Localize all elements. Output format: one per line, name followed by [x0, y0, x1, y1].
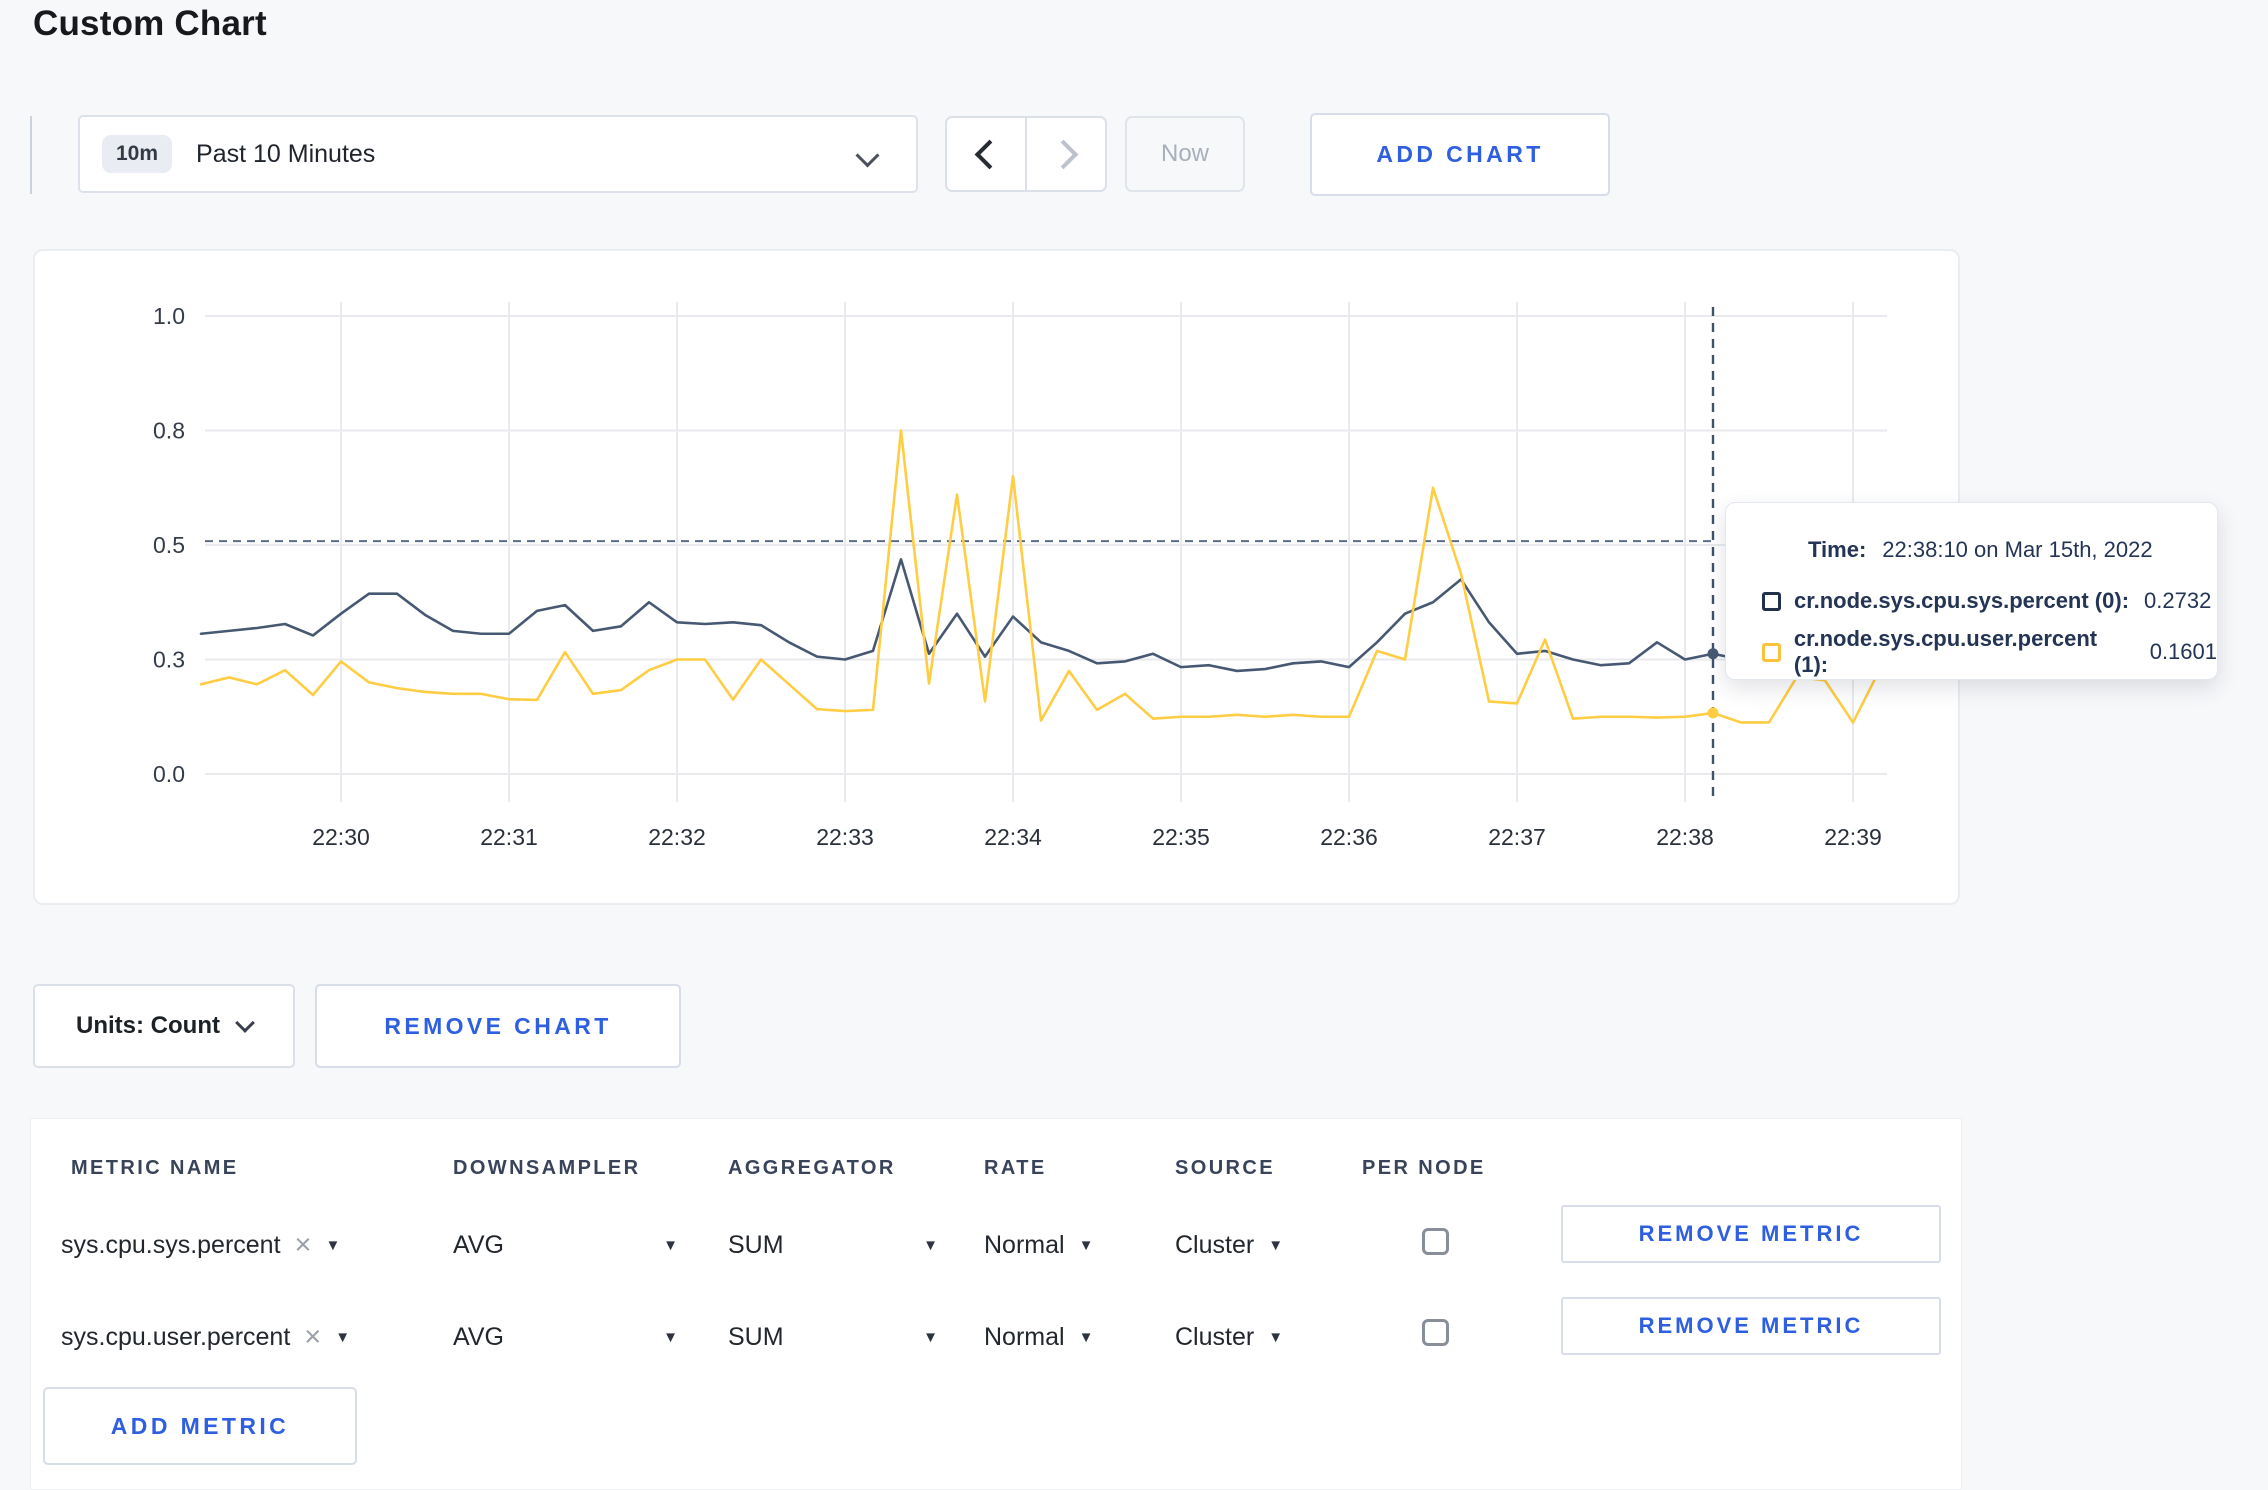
svg-text:22:36: 22:36 [1320, 824, 1378, 850]
svg-text:22:34: 22:34 [984, 824, 1042, 850]
downsampler-select[interactable]: AVG ▼ [453, 1313, 678, 1361]
svg-text:22:32: 22:32 [648, 824, 706, 850]
page-title: Custom Chart [33, 4, 267, 43]
source-value: Cluster [1175, 1322, 1255, 1351]
series-user-swatch-icon [1762, 642, 1781, 662]
source-select[interactable]: Cluster ▼ [1175, 1221, 1283, 1269]
caret-down-icon: ▼ [923, 1236, 938, 1254]
aggregator-select[interactable]: SUM ▼ [728, 1221, 938, 1269]
tooltip-time-label: Time: [1808, 537, 1867, 562]
timeseries-chart[interactable]: 1.0 0.8 0.5 0.3 0.0 22:30 22:31 22:32 22:33 22:34… [35, 251, 1962, 907]
time-range-label: Past 10 Minutes [196, 139, 376, 168]
rate-select[interactable]: Normal ▼ [984, 1313, 1093, 1361]
chart-tooltip: Time: 22:38:10 on Mar 15th, 2022 cr.node… [1725, 502, 2218, 680]
metrics-table: METRIC NAME DOWNSAMPLER AGGREGATOR RATE … [30, 1118, 1962, 1490]
caret-down-icon: ▼ [923, 1328, 938, 1346]
col-header-downsampler: DOWNSAMPLER [453, 1157, 641, 1179]
svg-text:0.5: 0.5 [153, 532, 185, 558]
now-button[interactable]: Now [1125, 116, 1245, 192]
toolbar-divider [30, 116, 32, 194]
caret-down-icon: ▼ [1268, 1236, 1284, 1254]
downsampler-select[interactable]: AVG ▼ [453, 1221, 678, 1269]
units-dropdown[interactable]: Units: Count [33, 984, 295, 1068]
caret-down-icon: ▼ [663, 1328, 678, 1346]
svg-text:22:37: 22:37 [1488, 824, 1546, 850]
clear-metric-icon[interactable]: × [294, 1228, 312, 1261]
metric-name-value: sys.cpu.user.percent [61, 1322, 291, 1351]
aggregator-value: SUM [728, 1322, 784, 1351]
rate-value: Normal [984, 1322, 1065, 1351]
source-value: Cluster [1175, 1230, 1255, 1259]
next-time-button[interactable] [1025, 118, 1105, 190]
svg-text:22:30: 22:30 [312, 824, 370, 850]
chevron-right-icon [1048, 139, 1078, 169]
metric-name-value: sys.cpu.sys.percent [61, 1230, 281, 1259]
downsampler-value: AVG [453, 1230, 504, 1259]
remove-metric-button[interactable]: REMOVE METRIC [1561, 1297, 1941, 1355]
col-header-source: SOURCE [1175, 1157, 1275, 1179]
col-header-aggregator: AGGREGATOR [728, 1157, 896, 1179]
per-node-checkbox[interactable] [1422, 1319, 1449, 1346]
time-pager [945, 116, 1107, 192]
svg-text:1.0: 1.0 [153, 303, 185, 329]
aggregator-select[interactable]: SUM ▼ [728, 1313, 938, 1361]
tooltip-series-value: 0.1601 [2149, 639, 2217, 664]
source-select[interactable]: Cluster ▼ [1175, 1313, 1283, 1361]
col-header-rate: RATE [984, 1157, 1047, 1179]
chevron-down-icon [235, 1013, 255, 1033]
svg-text:22:38: 22:38 [1656, 824, 1714, 850]
remove-chart-button[interactable]: REMOVE CHART [315, 984, 681, 1068]
rate-value: Normal [984, 1230, 1065, 1259]
col-header-metric-name: METRIC NAME [71, 1157, 239, 1179]
tooltip-series-name: cr.node.sys.cpu.sys.percent (0): [1794, 588, 2130, 613]
series-sys-swatch-icon [1762, 591, 1781, 611]
chevron-down-icon [855, 143, 880, 168]
chevron-left-icon [974, 139, 1004, 169]
time-range-badge: 10m [102, 135, 173, 173]
per-node-checkbox[interactable] [1422, 1228, 1449, 1255]
add-chart-button[interactable]: ADD CHART [1310, 113, 1610, 196]
aggregator-value: SUM [728, 1230, 784, 1259]
metric-name-select[interactable]: sys.cpu.sys.percent × ▼ [61, 1221, 340, 1269]
svg-text:22:33: 22:33 [816, 824, 874, 850]
caret-down-icon: ▼ [1268, 1328, 1284, 1346]
add-metric-button[interactable]: ADD METRIC [43, 1387, 357, 1465]
caret-down-icon: ▼ [335, 1328, 351, 1346]
col-header-per-node: PER NODE [1362, 1157, 1486, 1179]
svg-text:0.8: 0.8 [153, 418, 185, 444]
svg-text:22:39: 22:39 [1824, 824, 1882, 850]
tooltip-series-value: 0.2732 [2144, 588, 2212, 613]
tooltip-time-value: 22:38:10 on Mar 15th, 2022 [1882, 537, 2153, 562]
clear-metric-icon[interactable]: × [304, 1320, 322, 1353]
prev-time-button[interactable] [947, 118, 1025, 190]
caret-down-icon: ▼ [325, 1236, 341, 1254]
downsampler-value: AVG [453, 1322, 504, 1351]
tooltip-series-name: cr.node.sys.cpu.user.percent (1): [1793, 626, 2098, 677]
chart-card: 1.0 0.8 0.5 0.3 0.0 22:30 22:31 22:32 22:33 22:34… [33, 249, 1960, 905]
metric-name-select[interactable]: sys.cpu.user.percent × ▼ [61, 1313, 350, 1361]
svg-text:0.0: 0.0 [153, 761, 185, 787]
remove-metric-button[interactable]: REMOVE METRIC [1561, 1205, 1941, 1263]
svg-text:22:31: 22:31 [480, 824, 538, 850]
svg-text:0.3: 0.3 [153, 647, 185, 673]
caret-down-icon: ▼ [663, 1236, 678, 1254]
time-range-dropdown[interactable]: 10m Past 10 Minutes [78, 115, 918, 193]
caret-down-icon: ▼ [1078, 1328, 1094, 1346]
svg-text:22:35: 22:35 [1152, 824, 1210, 850]
rate-select[interactable]: Normal ▼ [984, 1221, 1093, 1269]
caret-down-icon: ▼ [1078, 1236, 1094, 1254]
units-label: Units: Count [76, 1012, 220, 1039]
